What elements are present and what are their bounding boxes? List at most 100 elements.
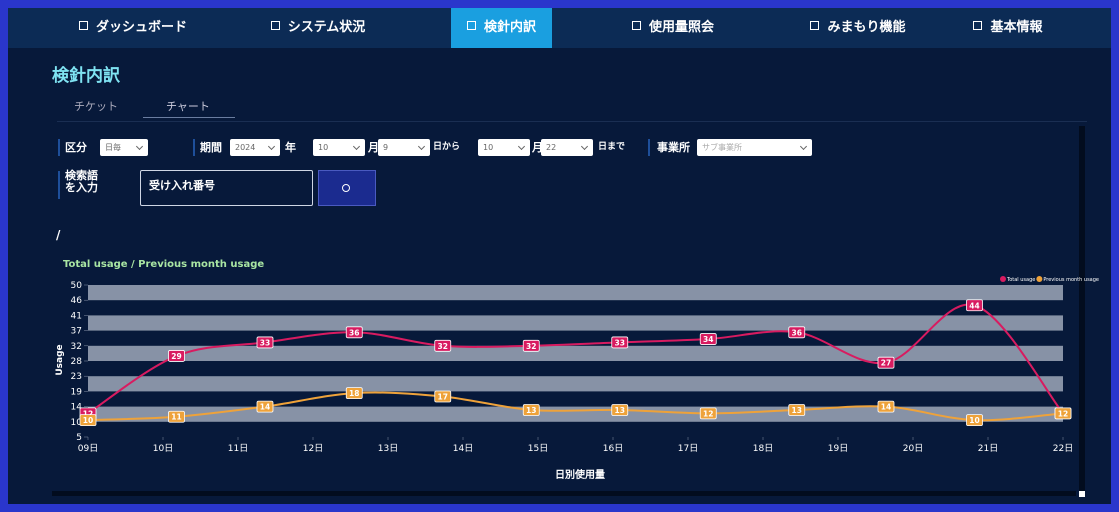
x-tick-label: 21日 <box>978 443 998 454</box>
data-label: 10 <box>969 416 979 425</box>
nav-tab-active[interactable]: 検針内訳 <box>451 8 552 48</box>
nav-tab[interactable]: みまもり機能 <box>773 8 943 48</box>
scrollbar-h[interactable] <box>52 491 1076 496</box>
data-label: 11 <box>171 413 181 422</box>
y-tick-label: 28 <box>71 357 83 367</box>
y-axis-label: Usage <box>55 344 65 375</box>
select[interactable]: 9 <box>378 139 430 156</box>
select[interactable]: 10 <box>478 139 530 156</box>
grid-band <box>88 406 1063 422</box>
label: 日まで <box>598 142 626 152</box>
data-point <box>256 336 274 349</box>
data-point <box>168 350 185 362</box>
select[interactable]: 2024 <box>230 139 280 156</box>
data-label: 17 <box>438 392 448 401</box>
select[interactable]: サブ事業所 <box>697 139 812 156</box>
data-label: 13 <box>526 406 536 415</box>
label: 年 <box>285 141 296 154</box>
x-tick-label: 18日 <box>753 443 773 454</box>
data-point <box>522 404 540 416</box>
divider <box>57 121 1087 122</box>
nav-tab[interactable]: 使用量照会 <box>588 8 758 48</box>
data-label: 10 <box>83 416 93 425</box>
search-input[interactable]: 受け入れ番号 <box>140 170 313 206</box>
y-tick-label: 37 <box>71 327 82 337</box>
label: 事業所 <box>657 141 690 154</box>
data-point <box>611 404 629 416</box>
data-point <box>966 414 983 427</box>
grid-band <box>88 315 1063 331</box>
select[interactable]: 22 <box>541 139 593 156</box>
y-tick-label: 10 <box>71 418 83 428</box>
data-label: 36 <box>792 328 802 337</box>
data-label: 32 <box>526 342 536 351</box>
y-tick-label: 23 <box>71 372 82 382</box>
tab-label: 使用量照会 <box>648 20 714 35</box>
label-marker <box>193 139 195 156</box>
data-point <box>788 326 806 339</box>
data-point <box>434 339 452 352</box>
legend-swatch <box>1000 276 1006 282</box>
nav-tab[interactable]: システム状況 <box>233 8 403 48</box>
label-marker <box>58 171 60 199</box>
nav-tab[interactable]: ダッシュボード <box>48 8 218 48</box>
data-label: 14 <box>260 403 270 412</box>
data-label: 44 <box>969 301 979 310</box>
data-point <box>877 400 895 413</box>
x-tick-label: 22日 <box>1053 443 1073 454</box>
data-point <box>788 404 806 416</box>
data-label: 12 <box>1058 409 1068 418</box>
search-button[interactable] <box>318 170 376 206</box>
data-point <box>1054 407 1072 420</box>
data-point <box>434 390 452 403</box>
subtab[interactable]: チケット <box>74 100 118 113</box>
nav-tab[interactable]: 基本情報 <box>923 8 1093 48</box>
chart-title: Total usage / Previous month usage <box>63 259 264 270</box>
data-label: 29 <box>171 352 181 361</box>
x-tick-label: 09日 <box>78 443 98 454</box>
data-label: 33 <box>260 338 270 347</box>
select[interactable]: 日毎 <box>100 139 148 156</box>
tab-label: みまもり機能 <box>827 20 906 35</box>
data-label: 12 <box>83 409 93 418</box>
data-label: 18 <box>349 389 359 398</box>
data-point <box>345 387 363 399</box>
label: 区分 <box>65 141 87 154</box>
label-marker <box>648 139 650 156</box>
x-tick-label: 12日 <box>303 443 323 454</box>
data-label: 32 <box>438 342 448 351</box>
y-tick-label: 32 <box>71 342 82 352</box>
tab-label: システム状況 <box>287 20 366 35</box>
legend-swatch <box>1036 276 1043 282</box>
tab-label: 検針内訳 <box>483 20 536 35</box>
x-tick-label: 11日 <box>228 443 248 454</box>
data-label: 27 <box>881 359 891 368</box>
data-label: 13 <box>792 406 802 415</box>
legend-label: Previous month usage <box>1043 277 1099 283</box>
scroll-corner <box>1079 491 1085 497</box>
data-point <box>522 339 540 352</box>
x-tick-label: 13日 <box>378 443 398 454</box>
label: 期間 <box>200 141 222 154</box>
label-marker <box>58 139 60 156</box>
x-tick-label: 20日 <box>903 443 923 454</box>
x-tick-label: 19日 <box>828 443 848 454</box>
select[interactable]: 10 <box>313 139 365 156</box>
data-point <box>345 326 363 339</box>
x-tick-label: 10日 <box>153 443 173 454</box>
data-label: 36 <box>349 328 359 337</box>
label: 検索語を入力 <box>65 169 98 194</box>
y-tick-label: 5 <box>76 433 82 443</box>
y-tick-label: 46 <box>71 296 83 306</box>
x-tick-label: 16日 <box>603 443 623 454</box>
search-icon <box>342 184 350 192</box>
subtab-active[interactable]: チャート <box>166 100 210 113</box>
data-label: 14 <box>881 403 891 412</box>
x-tick-label: 15日 <box>528 443 548 454</box>
x-tick-label: 17日 <box>678 443 698 454</box>
scrollbar-v[interactable] <box>1079 126 1085 492</box>
data-label: 12 <box>703 409 713 418</box>
data-label: 13 <box>615 406 625 415</box>
